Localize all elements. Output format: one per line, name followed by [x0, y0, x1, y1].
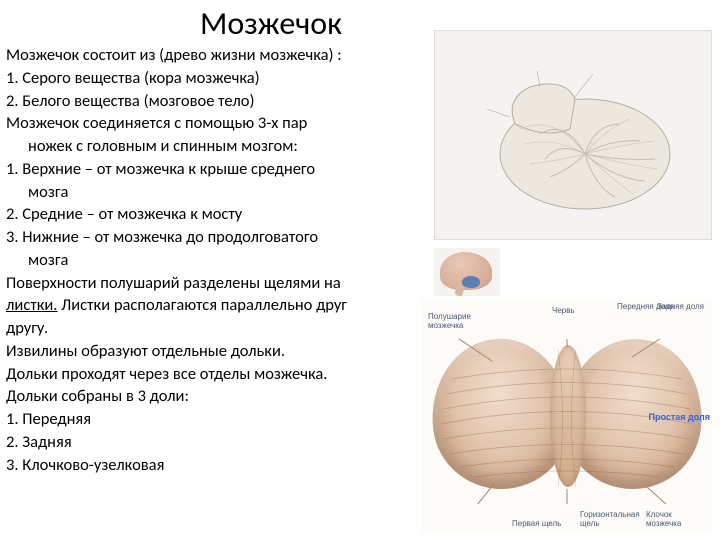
- mini-brain-diagram: [434, 248, 500, 296]
- ped-3b: мозга: [6, 249, 436, 272]
- main-text: Мозжечок состоит из (древо жизни мозжечк…: [6, 44, 436, 477]
- lobes-intro: Дольки собраны в 3 доли:: [6, 385, 436, 408]
- lbl-posterior: Задняя доля: [657, 302, 704, 311]
- mini-cerebellum: [462, 276, 480, 288]
- comp-1: 1. Серого вещества (кора мозжечка): [6, 67, 436, 90]
- conn-intro: Мозжечок соединяется с помощью 3-х пар: [6, 112, 436, 135]
- surf-1: Поверхности полушарий разделены щелями н…: [6, 272, 436, 295]
- conn-cont: ножек с головным и спинным мозгом:: [6, 135, 436, 158]
- lobe-2: 2. Задняя: [6, 431, 436, 454]
- lbl-horiz: Горизонтальная щель: [580, 510, 650, 528]
- ped-2: 2. Средние – от мозжечка к мосту: [6, 203, 436, 226]
- ped-1b: мозга: [6, 181, 436, 204]
- intro-line: Мозжечок состоит из (древо жизни мозжечк…: [6, 44, 436, 67]
- lobe-1: 1. Передняя: [6, 408, 436, 431]
- leaf-underline: листки.: [6, 295, 57, 315]
- surf-2: листки. Листки располагаются параллельно…: [6, 294, 436, 317]
- lobe-3: 3. Клочково-узелковая: [6, 454, 436, 477]
- surf-2b: Листки располагаются параллельно друг: [57, 295, 347, 315]
- superior-view-diagram: Червь Передняя доля Задняя доля Полушари…: [422, 300, 712, 532]
- page-title: Мозжечок: [200, 4, 342, 43]
- lbl-floc: Клочок мозжечка: [646, 510, 706, 528]
- comp-2: 2. Белого вещества (мозговое тело): [6, 90, 436, 113]
- sagittal-diagram: [434, 30, 712, 240]
- ped-1: 1. Верхние – от мозжечка к крыше среднег…: [6, 158, 436, 181]
- gyri: Извилины образуют отдельные дольки.: [6, 340, 436, 363]
- lobules: Дольки проходят через все отделы мозжечк…: [6, 363, 436, 386]
- surf-3: другу.: [6, 317, 436, 340]
- lbl-primary: Первая щель: [512, 519, 561, 528]
- lbl-vermis: Червь: [552, 306, 575, 315]
- lbl-simple: Простая доля: [649, 412, 710, 422]
- ped-3: 3. Нижние – от мозжечка до продолговатог…: [6, 226, 436, 249]
- lbl-hemi: Полушарие мозжечка: [428, 312, 488, 330]
- sagittal-svg: [475, 69, 675, 219]
